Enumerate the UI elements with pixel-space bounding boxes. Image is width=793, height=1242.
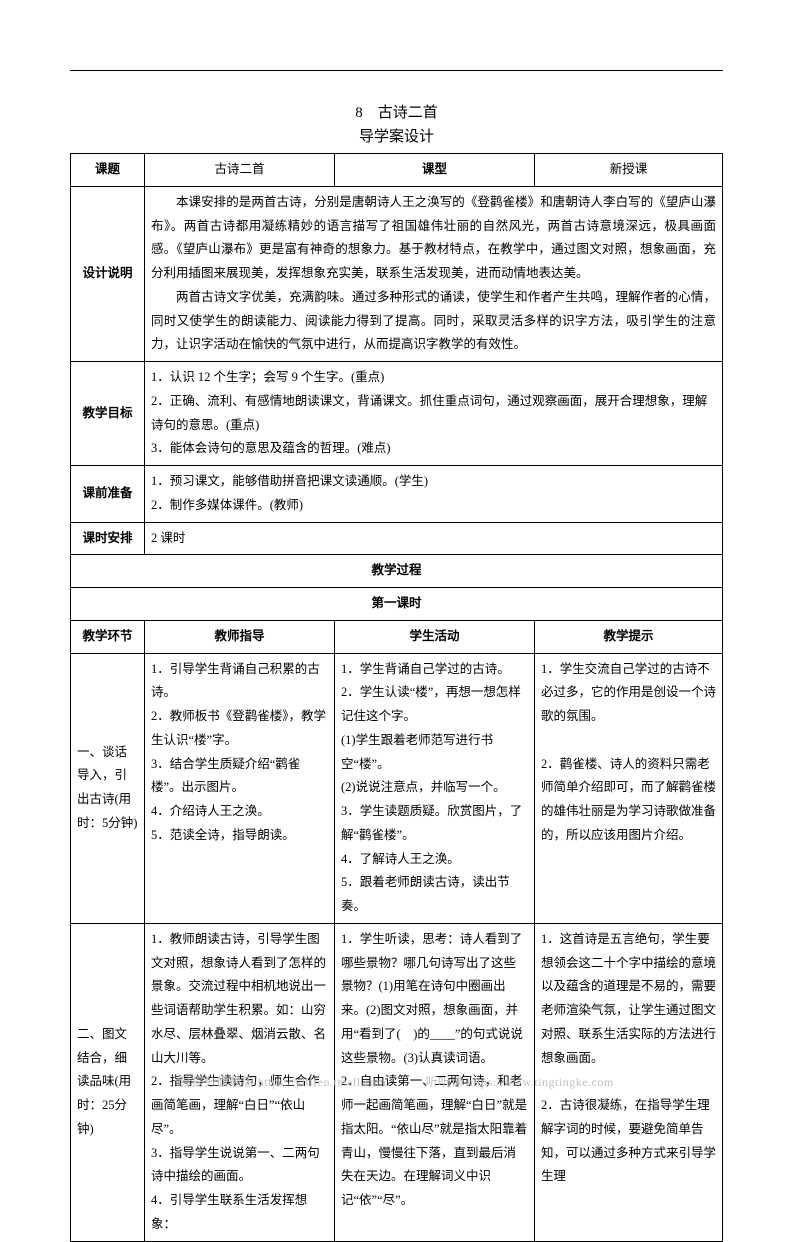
stage1-label: 一、谈话导入，引出古诗(用时：5分钟): [71, 653, 145, 923]
cell-design: 本课安排的是两首古诗，分别是唐朝诗人王之涣写的《登鹳雀楼》和唐朝诗人李白写的《望…: [145, 186, 723, 361]
row-design: 设计说明 本课安排的是两首古诗，分别是唐朝诗人王之涣写的《登鹳雀楼》和唐朝诗人李…: [71, 186, 723, 361]
cell-schedule: 2 课时: [145, 522, 723, 555]
row-proc-headers: 教学环节 教师指导 学生活动 教学提示: [71, 620, 723, 653]
stage1-student: 1．学生背诵自己学过的古诗。2．学生认读“楼”，再想一想怎样记住这个字。(1)学…: [335, 653, 535, 923]
proc-hdr-student: 学生活动: [335, 620, 535, 653]
row-goals: 教学目标 1．认识 12 个生字；会写 9 个生字。(重点) 2．正确、流利、有…: [71, 362, 723, 466]
proc-hdr-tip: 教学提示: [535, 620, 723, 653]
row-period-header: 第一课时: [71, 588, 723, 621]
goal-3: 3．能体会诗句的意思及蕴含的哲理。(难点): [151, 437, 716, 461]
row-process-header: 教学过程: [71, 555, 723, 588]
design-p1: 本课安排的是两首古诗，分别是唐朝诗人王之涣写的《登鹳雀楼》和唐朝诗人李白写的《望…: [151, 191, 716, 286]
label-goals: 教学目标: [71, 362, 145, 466]
label-design: 设计说明: [71, 186, 145, 361]
doc-subtitle: 导学案设计: [70, 125, 723, 149]
process-header: 教学过程: [71, 555, 723, 588]
stage1-teacher: 1．引导学生背诵自己积累的古诗。2．教师板书《登鹳雀楼》，教学生认识“楼”字。3…: [145, 653, 335, 923]
label-schedule: 课时安排: [71, 522, 145, 555]
page-footer: 易提分旗舰店 https://yitifen.tmall.com 听听课 htt…: [0, 1073, 793, 1090]
prep-2: 2．制作多媒体课件。(教师): [151, 494, 716, 518]
proc-hdr-stage: 教学环节: [71, 620, 145, 653]
proc-hdr-teacher: 教师指导: [145, 620, 335, 653]
cell-goals: 1．认识 12 个生字；会写 9 个生字。(重点) 2．正确、流利、有感情地朗读…: [145, 362, 723, 466]
goal-1: 1．认识 12 个生字；会写 9 个生字。(重点): [151, 366, 716, 390]
top-rule: [70, 70, 723, 71]
cell-prep: 1．预习课文，能够借助拼音把课文读通顺。(学生) 2．制作多媒体课件。(教师): [145, 466, 723, 523]
goal-2: 2．正确、流利、有感情地朗读课文，背诵课文。抓住重点词句，通过观察画面，展开合理…: [151, 390, 716, 438]
design-p2: 两首古诗文字优美，充满韵味。通过多种形式的诵读，使学生和作者产生共鸣，理解作者的…: [151, 286, 716, 357]
footer-right: 听听课 https://www.tingtingke.com: [426, 1075, 614, 1089]
period-header: 第一课时: [71, 588, 723, 621]
footer-left: 易提分旗舰店 https://yitifen.tmall.com: [179, 1075, 386, 1089]
stage1-tip: 1．学生交流自己学过的古诗不必过多，它的作用是创设一个诗歌的氛围。 2．鹳雀楼、…: [535, 653, 723, 923]
hdr-type-value: 新授课: [535, 154, 723, 187]
hdr-topic-label: 课题: [71, 154, 145, 187]
row-schedule: 课时安排 2 课时: [71, 522, 723, 555]
prep-1: 1．预习课文，能够借助拼音把课文读通顺。(学生): [151, 470, 716, 494]
row-stage-1: 一、谈话导入，引出古诗(用时：5分钟) 1．引导学生背诵自己积累的古诗。2．教师…: [71, 653, 723, 923]
header-row: 课题 古诗二首 课型 新授课: [71, 154, 723, 187]
doc-title: 8 古诗二首: [70, 101, 723, 125]
label-prep: 课前准备: [71, 466, 145, 523]
hdr-topic-value: 古诗二首: [145, 154, 335, 187]
hdr-type-label: 课型: [335, 154, 535, 187]
row-prep: 课前准备 1．预习课文，能够借助拼音把课文读通顺。(学生) 2．制作多媒体课件。…: [71, 466, 723, 523]
